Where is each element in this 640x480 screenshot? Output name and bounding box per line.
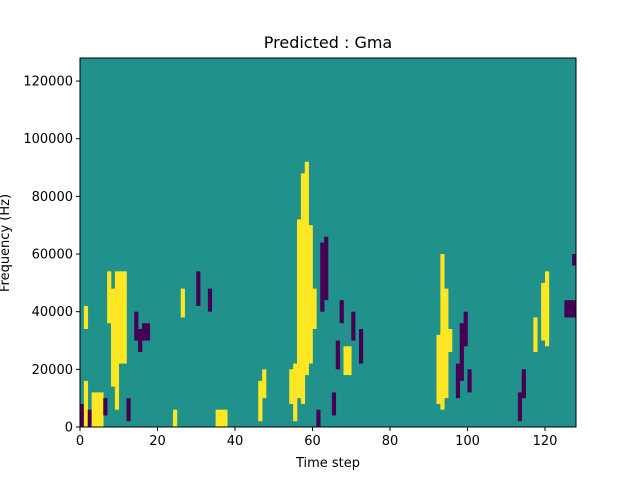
y-tick-label: 40000 xyxy=(32,305,73,320)
heatmap-cell xyxy=(541,282,546,341)
heatmap-cell xyxy=(444,288,449,399)
heatmap-cell xyxy=(289,369,294,404)
heatmap-cell xyxy=(316,409,321,427)
heatmap-cell xyxy=(359,328,364,364)
heatmap-cell xyxy=(308,225,313,364)
heatmap-cell xyxy=(304,161,309,376)
plot-frame xyxy=(79,57,577,428)
heatmap-cell xyxy=(545,271,550,347)
heatmap-cell xyxy=(339,300,344,324)
x-tick-label: 20 xyxy=(149,434,166,449)
heatmap-cell xyxy=(517,392,523,422)
heatmap-cell xyxy=(467,369,472,393)
x-tick-label: 40 xyxy=(227,434,244,449)
heatmap-cell xyxy=(463,311,468,347)
heatmap-cell xyxy=(568,300,573,318)
heatmap-cell xyxy=(324,236,329,301)
heatmap-cell xyxy=(91,392,96,427)
heatmap-cell xyxy=(83,305,89,329)
heatmap-cells xyxy=(80,161,577,428)
y-tick-label: 20000 xyxy=(32,363,73,378)
heatmap-cell xyxy=(312,288,317,329)
heatmap-cell xyxy=(533,317,538,353)
heatmap-cell xyxy=(95,392,100,427)
heatmap-cell xyxy=(142,323,147,341)
heatmap-cell xyxy=(83,380,89,428)
heatmap-cell xyxy=(521,369,526,399)
x-tick-label: 60 xyxy=(304,434,321,449)
chart-title: Predicted : Gma xyxy=(264,33,392,52)
heatmap-cell xyxy=(207,288,213,312)
heatmap-cell xyxy=(134,311,139,341)
heatmap-cell xyxy=(111,288,116,387)
heatmap-cell xyxy=(335,340,340,370)
heatmap-cell xyxy=(258,380,263,422)
plot-area xyxy=(79,57,577,428)
heatmap-cell xyxy=(118,271,123,364)
heatmap-cell xyxy=(126,398,131,422)
y-tick-label: 0 xyxy=(65,421,73,436)
heatmap-cell xyxy=(180,288,185,318)
y-tick-label: 120000 xyxy=(23,75,73,90)
heatmap-cell xyxy=(223,409,228,427)
heatmap-cell xyxy=(87,409,92,427)
x-axis: 0 20 40 60 80 100 120 xyxy=(76,427,558,449)
heatmap-cell xyxy=(572,300,577,318)
x-tick-label: 0 xyxy=(76,434,84,449)
heatmap-cell xyxy=(103,398,108,416)
y-tick-label: 80000 xyxy=(32,190,73,205)
y-axis-title: Frequency (Hz) xyxy=(0,194,13,292)
heatmap-cell xyxy=(436,334,441,404)
heatmap-cell xyxy=(320,242,325,312)
heatmap-cell xyxy=(347,346,352,376)
x-tick-label: 80 xyxy=(382,434,399,449)
heatmap-cell xyxy=(107,271,112,324)
x-tick-label: 120 xyxy=(533,434,558,449)
heatmap-cell xyxy=(114,271,120,410)
heatmap-cell xyxy=(331,392,337,416)
heatmap-cell xyxy=(297,219,302,399)
heatmap-cell xyxy=(293,363,298,422)
heatmap-cell xyxy=(196,271,201,306)
heatmap-cell xyxy=(219,409,224,427)
heatmap-cell xyxy=(138,328,143,353)
y-tick-label: 100000 xyxy=(23,132,73,147)
heatmap-cell xyxy=(215,409,220,427)
y-axis: 0 20000 40000 60000 80000 100000 120000 xyxy=(23,75,80,436)
heatmap-cell xyxy=(122,271,127,364)
heatmap-cell xyxy=(448,328,453,353)
heatmap-cell xyxy=(173,409,178,427)
heatmap-cell xyxy=(99,392,104,427)
heatmap-cell xyxy=(351,311,356,341)
heatmap-cell xyxy=(80,403,85,427)
heatmap-cell xyxy=(262,369,267,399)
heatmap-cell xyxy=(300,173,306,404)
heatmap-cell xyxy=(572,254,577,266)
x-axis-title: Time step xyxy=(295,456,360,471)
heatmap-cell xyxy=(145,323,151,341)
x-tick-label: 100 xyxy=(455,434,480,449)
y-tick-label: 60000 xyxy=(32,248,73,263)
heatmap-cell xyxy=(440,254,445,410)
heatmap-cell xyxy=(455,363,461,399)
heatmap-cell xyxy=(459,323,464,381)
heatmap-cell xyxy=(564,300,569,318)
heatmap-cell xyxy=(343,346,348,376)
